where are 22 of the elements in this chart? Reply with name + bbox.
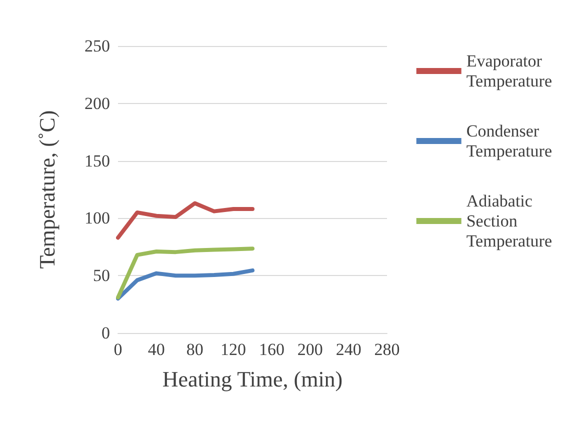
x-tick-label: 200 (297, 340, 323, 359)
y-tick-label: 200 (84, 94, 110, 113)
y-tick-label: 250 (84, 36, 110, 56)
line-series (116, 201, 254, 240)
x-tick-label: 40 (148, 340, 165, 359)
y-tick-label: 100 (84, 208, 110, 228)
x-axis-title: Heating Time, (min) (162, 366, 343, 392)
legend-label: Condenser Temperature (466, 122, 552, 160)
x-tick-label: 280 (374, 340, 400, 359)
legend-label: Adiabatic Section Temperature (466, 192, 552, 250)
y-axis-title: Temperature, (˚C) (34, 110, 60, 269)
x-tick-label: 0 (114, 340, 122, 359)
x-tick-label: 240 (336, 340, 362, 359)
x-tick-label: 120 (220, 340, 246, 359)
y-tick-label: 150 (84, 151, 110, 170)
legend-label: Evaporator Temperature (466, 52, 552, 90)
y-tick-label: 50 (93, 266, 110, 286)
line-series (116, 246, 254, 300)
line-series (116, 268, 254, 301)
y-tick-label: 0 (102, 324, 110, 342)
x-tick-label: 160 (258, 340, 284, 359)
x-tick-label: 80 (186, 340, 204, 359)
